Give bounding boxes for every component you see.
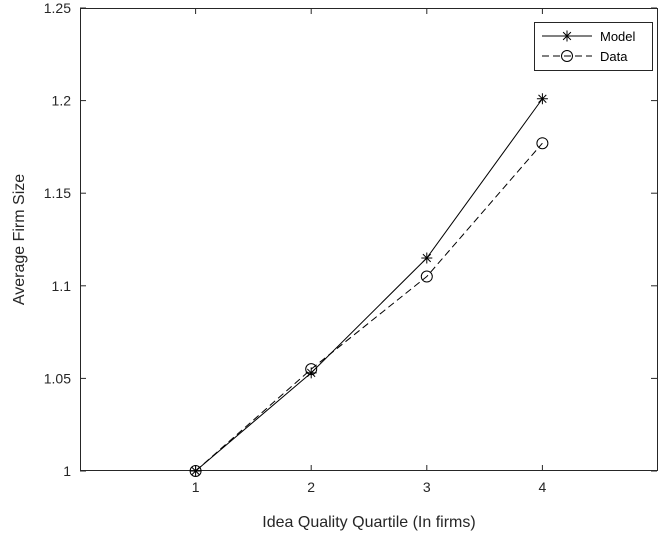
data-point-circle: [305, 363, 318, 376]
x-tick-label: 1: [192, 479, 200, 495]
data-point-asterisk: [536, 93, 548, 105]
y-tick-label: 1.05: [44, 370, 71, 386]
data-point-circle: [189, 465, 202, 477]
x-axis-label: Idea Quality Quartile (In firms): [262, 514, 475, 531]
y-axis: 1 1.05 1.1 1.15 1.2 1.25: [44, 0, 657, 479]
y-tick-label: 1.25: [44, 0, 71, 16]
series-layer: [189, 93, 549, 477]
y-tick-label: 1.2: [52, 93, 72, 109]
y-axis-label: Average Firm Size: [11, 174, 28, 305]
legend-label: Model: [600, 29, 636, 44]
data-point-asterisk: [561, 30, 573, 42]
data-point-asterisk: [421, 252, 433, 264]
data-point-circle: [420, 270, 433, 283]
series-line: [195, 142, 543, 472]
plot-area: [80, 8, 658, 471]
data-point-asterisk: [305, 367, 317, 379]
x-tick-label: 2: [307, 479, 315, 495]
series-data: [189, 137, 549, 477]
y-tick-label: 1.1: [52, 278, 72, 294]
y-tick-label: 1.15: [44, 185, 71, 201]
data-point-circle: [536, 137, 549, 150]
data-point-circle: [561, 50, 573, 62]
legend: Model Data: [534, 22, 653, 71]
y-tick-label: 1: [63, 463, 71, 479]
legend-label: Data: [600, 49, 628, 64]
x-axis: 1 2 3 4: [192, 8, 547, 495]
legend-item-data: Data: [542, 49, 628, 64]
legend-box: [534, 22, 653, 71]
legend-item-model: Model: [542, 29, 636, 44]
x-tick-label: 4: [539, 479, 547, 495]
series-line: [195, 98, 543, 472]
x-tick-label: 3: [423, 479, 431, 495]
